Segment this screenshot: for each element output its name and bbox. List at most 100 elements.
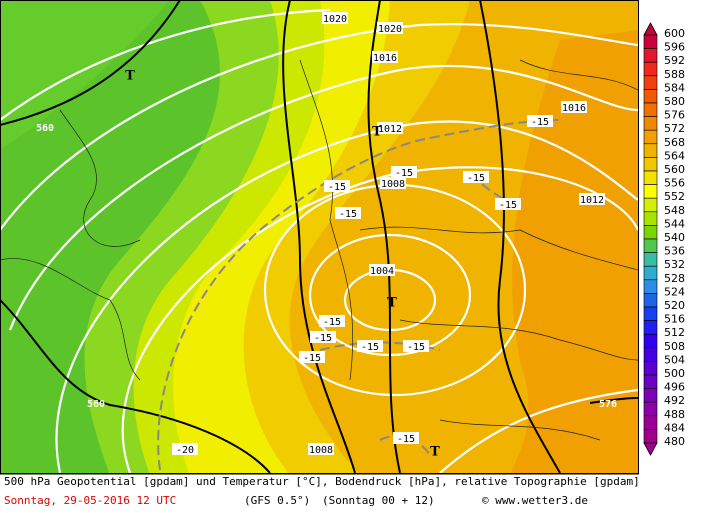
temperature-label: -15: [314, 333, 332, 344]
low-marker: T: [372, 125, 382, 140]
colorbar-label: 488: [664, 408, 685, 421]
low-marker: T: [387, 296, 397, 311]
colorbar-swatch: [643, 374, 658, 389]
temperature-label: -20: [176, 445, 194, 456]
colorbar-label: 556: [664, 177, 685, 190]
colorbar-swatch: [643, 170, 658, 185]
label-box: [377, 22, 403, 34]
label-box: [324, 180, 350, 192]
temperature-label: -15: [323, 317, 341, 328]
colorbar-label: 492: [664, 394, 685, 407]
colorbar-swatch: [643, 129, 658, 145]
label-box: [377, 122, 403, 134]
colorbar-label: 480: [664, 435, 685, 448]
colorbar-label: 564: [664, 149, 685, 162]
colorbar-swatch: [643, 388, 658, 403]
colorbar-label: 544: [664, 217, 685, 230]
colorbar-label: 580: [664, 95, 685, 108]
temperature-label: -15: [499, 200, 517, 211]
isobar-label: 1016: [373, 53, 397, 64]
label-box: [308, 443, 334, 455]
isobar-label: 1004: [370, 266, 394, 277]
isobar-label: 1012: [580, 195, 604, 206]
footer: 500 hPa Geopotential [gpdam] und Tempera…: [0, 473, 640, 507]
colorbar-label: 496: [664, 381, 685, 394]
colorbar-swatch: [643, 265, 658, 281]
temperature-label: -15: [531, 117, 549, 128]
colorbar-label: 552: [664, 190, 685, 203]
colorbar: 6005965925885845805765725685645605565525…: [643, 22, 685, 456]
colorbar-swatch: [643, 306, 658, 321]
colorbar-swatch: [643, 320, 658, 335]
colorbar-label: 548: [664, 204, 685, 217]
colorbar-swatch: [643, 293, 658, 308]
colorbar-label: 576: [664, 109, 685, 122]
colorbar-label: 596: [664, 41, 685, 54]
label-box: [561, 101, 587, 113]
label-box: [391, 166, 417, 178]
low-marker: T: [430, 445, 440, 460]
colorbar-label: 532: [664, 258, 685, 271]
temperature-label: -15: [303, 353, 321, 364]
colorbar-label: 504: [664, 353, 685, 366]
colorbar-label: 516: [664, 313, 685, 326]
colorbar-swatch: [643, 48, 658, 63]
colorbar-arrow-bottom: [643, 442, 658, 456]
label-box: [299, 351, 325, 363]
temperature-label: -15: [407, 342, 425, 353]
colorbar-label: 512: [664, 326, 685, 339]
colorbar-label: 528: [664, 272, 685, 285]
colorbar-label: 560: [664, 163, 685, 176]
label-box: [372, 51, 398, 63]
map: 1020 1020 1016 1016 1012 1012 1008 1004 1008 560 5…: [0, 0, 639, 474]
label-box: [527, 115, 553, 127]
geopotential-label: 560: [36, 123, 54, 134]
colorbar-swatch: [643, 102, 658, 117]
colorbar-label: 584: [664, 81, 685, 94]
colorbar-swatch: [643, 347, 658, 362]
colorbar-label: 540: [664, 231, 685, 244]
colorbar-swatch: [643, 143, 658, 158]
label-box: [579, 193, 605, 205]
geopotential-lines: [1, 1, 638, 473]
isobar-label: 1008: [381, 179, 405, 190]
label-box: [463, 171, 489, 183]
label-box: [369, 264, 395, 276]
footer-run: (Sonntag 00 + 12): [322, 494, 435, 507]
colorbar-swatch: [643, 89, 658, 104]
colorbar-label: 536: [664, 245, 685, 258]
colorbar-swatch: [643, 211, 658, 226]
footer-model: (GFS 0.5°): [244, 494, 310, 507]
footer-line1: 500 hPa Geopotential [gpdam] und Tempera…: [4, 475, 640, 488]
footer-date: Sonntag, 29-05-2016 12 UTC: [4, 494, 176, 507]
colorbar-swatch: [643, 61, 658, 77]
colorbar-swatch: [643, 157, 658, 172]
colorbar-swatch: [643, 429, 658, 444]
colorbar-swatch: [643, 401, 658, 417]
footer-credit: © www.wetter3.de: [482, 494, 588, 507]
colorbar-swatch: [643, 184, 658, 199]
label-box: [335, 207, 361, 219]
colorbar-swatch: [643, 75, 658, 90]
label-box: [322, 12, 348, 24]
colorbar-swatch: [643, 116, 658, 131]
colorbar-swatch: [643, 252, 658, 267]
geopotential-label: 560: [87, 399, 105, 410]
temperature-label: -15: [328, 182, 346, 193]
map-labels: 1020 1020 1016 1016 1012 1012 1008 1004 1008 560 5…: [36, 12, 617, 460]
colorbar-swatch: [643, 225, 658, 240]
temperature-label: -15: [397, 434, 415, 445]
isobar-label: 1020: [323, 14, 347, 25]
colorbar-label: 500: [664, 367, 685, 380]
isobar-label: 1008: [309, 445, 333, 456]
isobar-label: 1020: [378, 24, 402, 35]
colorbar-label: 592: [664, 54, 685, 67]
label-box: [319, 315, 345, 327]
label-box: [393, 432, 419, 444]
colorbar-swatch: [643, 238, 658, 253]
label-box: [357, 340, 383, 352]
colorbar-label: 484: [664, 421, 685, 434]
colorbar-swatch: [643, 34, 658, 49]
